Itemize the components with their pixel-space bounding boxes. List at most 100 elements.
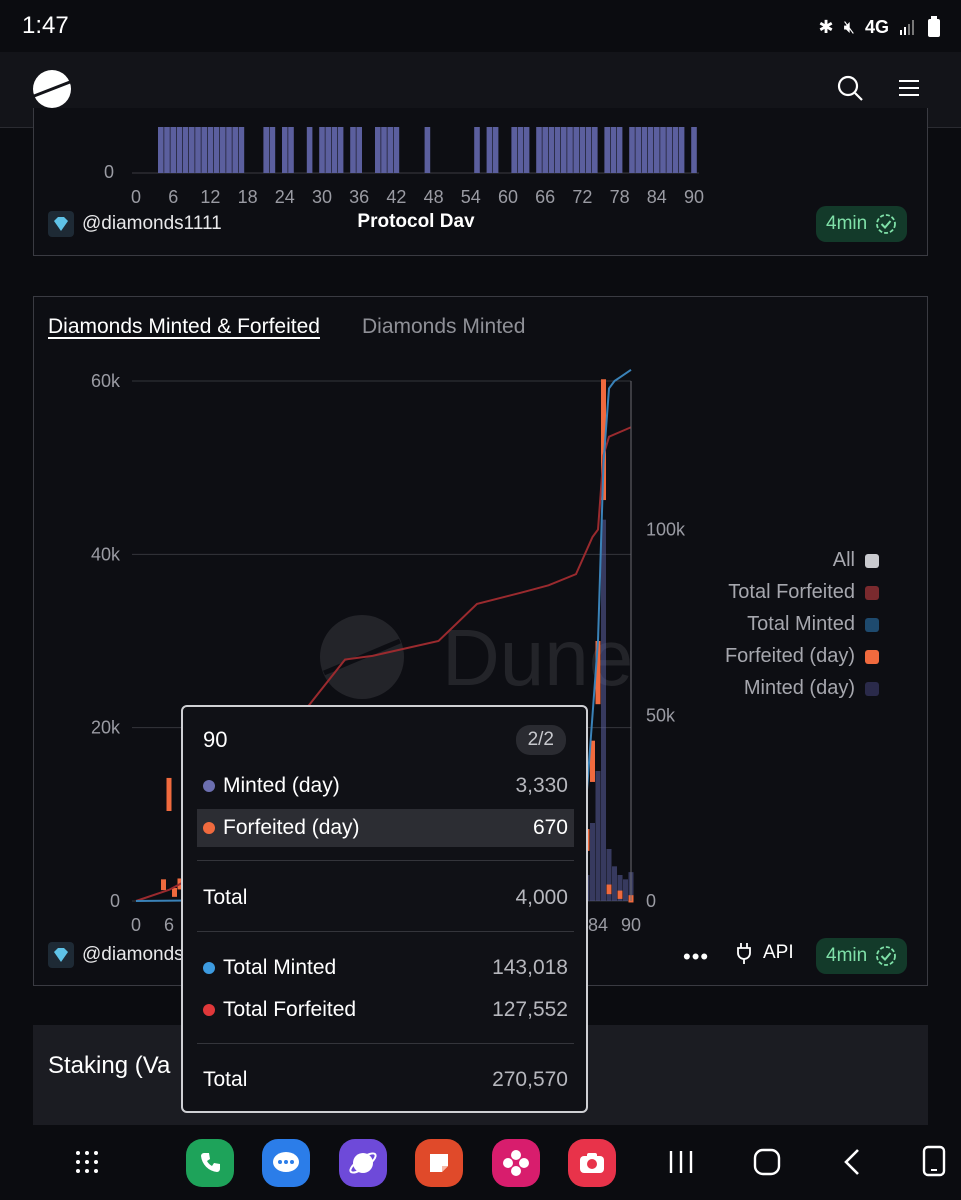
day-bar[interactable] — [337, 127, 344, 173]
messages-app-icon[interactable] — [262, 1139, 310, 1187]
minted-day-bar[interactable] — [590, 823, 595, 901]
day-bar[interactable] — [635, 127, 641, 173]
day-bar[interactable] — [238, 127, 245, 173]
day-bar[interactable] — [325, 127, 331, 173]
forfeited-day-bar[interactable] — [166, 777, 172, 812]
day-bar[interactable] — [604, 127, 610, 173]
refresh-badge[interactable]: 4min — [816, 938, 908, 974]
day-bar[interactable] — [641, 127, 648, 173]
search-icon[interactable] — [836, 74, 864, 102]
day-bar[interactable] — [585, 127, 592, 173]
day-bar[interactable] — [647, 127, 654, 173]
day-bar[interactable] — [306, 127, 313, 173]
day-bar[interactable] — [610, 127, 617, 173]
app-drawer-icon[interactable] — [75, 1150, 99, 1174]
menu-icon[interactable] — [897, 76, 921, 100]
day-bar[interactable] — [616, 127, 623, 173]
day-bar[interactable] — [654, 127, 660, 173]
day-bar[interactable] — [158, 127, 164, 173]
day-bar[interactable] — [356, 127, 362, 173]
day-bar[interactable] — [554, 127, 561, 173]
author-link[interactable]: @diamonds1111 — [48, 211, 222, 237]
gallery-app-icon[interactable] — [492, 1139, 540, 1187]
day-bar[interactable] — [567, 127, 573, 173]
minted-day-bar[interactable] — [601, 519, 606, 901]
recent-apps-icon[interactable] — [667, 1149, 695, 1175]
day-bar[interactable] — [288, 127, 294, 173]
day-bar[interactable] — [424, 127, 431, 173]
day-bar[interactable] — [672, 127, 679, 173]
tab-minted-forfeited[interactable]: Diamonds Minted & Forfeited — [48, 315, 320, 338]
forfeited-day-bar[interactable] — [617, 890, 623, 899]
phone-mode-icon[interactable] — [922, 1145, 946, 1177]
day-bar[interactable] — [350, 127, 356, 173]
tooltip-page-indicator[interactable]: 2/2 — [515, 725, 566, 755]
legend-item[interactable]: Minted (day) — [744, 677, 879, 700]
day-bar[interactable] — [263, 127, 269, 173]
day-bar[interactable] — [226, 127, 232, 173]
home-icon[interactable] — [753, 1148, 781, 1176]
phone-app-icon[interactable] — [186, 1139, 234, 1187]
refresh-badge[interactable]: 4min — [816, 206, 908, 242]
day-bar[interactable] — [492, 127, 499, 173]
forfeited-day-bar[interactable] — [601, 379, 606, 501]
day-bar[interactable] — [269, 127, 276, 173]
day-bar[interactable] — [375, 127, 381, 173]
day-bar[interactable] — [213, 127, 220, 173]
day-bar[interactable] — [164, 127, 170, 173]
day-bar[interactable] — [232, 127, 238, 173]
tab-diamonds-minted[interactable]: Diamonds Minted — [362, 315, 526, 338]
legend-item[interactable]: Forfeited (day) — [725, 645, 879, 668]
day-bar[interactable] — [170, 127, 176, 173]
forfeited-day-bar[interactable] — [590, 740, 595, 782]
day-bar[interactable] — [474, 127, 480, 173]
forfeited-day-bar[interactable] — [595, 641, 601, 705]
more-options-button[interactable]: ••• — [683, 944, 710, 969]
api-button[interactable]: API — [733, 941, 794, 965]
minted-day-bar[interactable] — [606, 849, 612, 901]
day-bar[interactable] — [523, 127, 530, 173]
internet-app-icon[interactable] — [339, 1139, 387, 1187]
day-bar[interactable] — [629, 127, 635, 173]
dune-logo-icon[interactable] — [32, 69, 72, 109]
legend-item[interactable]: Total Forfeited — [728, 581, 879, 604]
notes-app-icon[interactable] — [415, 1139, 463, 1187]
day-bar[interactable] — [511, 127, 517, 173]
day-bar[interactable] — [381, 127, 387, 173]
day-bar[interactable] — [182, 127, 189, 173]
day-bar[interactable] — [561, 127, 567, 173]
day-bar[interactable] — [573, 127, 579, 173]
day-bar[interactable] — [660, 127, 666, 173]
back-icon[interactable] — [842, 1148, 862, 1176]
day-bar[interactable] — [666, 127, 672, 173]
day-bar[interactable] — [189, 127, 195, 173]
day-bar[interactable] — [548, 127, 555, 173]
day-bar[interactable] — [282, 127, 288, 173]
day-bar[interactable] — [176, 127, 183, 173]
legend-item[interactable]: Total Minted — [747, 613, 879, 636]
day-bar[interactable] — [387, 127, 393, 173]
day-bar[interactable] — [201, 127, 207, 173]
day-bar[interactable] — [393, 127, 400, 173]
forfeited-day-bar[interactable] — [161, 879, 166, 891]
day-bar[interactable] — [517, 127, 524, 173]
minted-day-bar[interactable] — [623, 879, 628, 901]
day-bar[interactable] — [195, 127, 201, 173]
legend-item[interactable]: All — [833, 549, 879, 572]
author-link[interactable]: @diamonds — [48, 942, 184, 968]
day-bar[interactable] — [542, 127, 548, 173]
day-bar[interactable] — [592, 127, 598, 173]
day-bar[interactable] — [678, 127, 685, 173]
day-bar[interactable] — [220, 127, 226, 173]
day-bar[interactable] — [536, 127, 542, 173]
forfeited-day-bar[interactable] — [606, 884, 612, 895]
day-bar[interactable] — [579, 127, 586, 173]
forfeited-day-bar[interactable] — [172, 888, 177, 897]
camera-app-icon[interactable] — [568, 1139, 616, 1187]
day-bar[interactable] — [486, 127, 493, 173]
day-bar[interactable] — [331, 127, 338, 173]
minted-day-bar[interactable] — [595, 771, 601, 901]
minted-day-bar[interactable] — [612, 866, 617, 901]
minted-day-bar[interactable] — [617, 875, 623, 901]
day-bar[interactable] — [207, 127, 214, 173]
